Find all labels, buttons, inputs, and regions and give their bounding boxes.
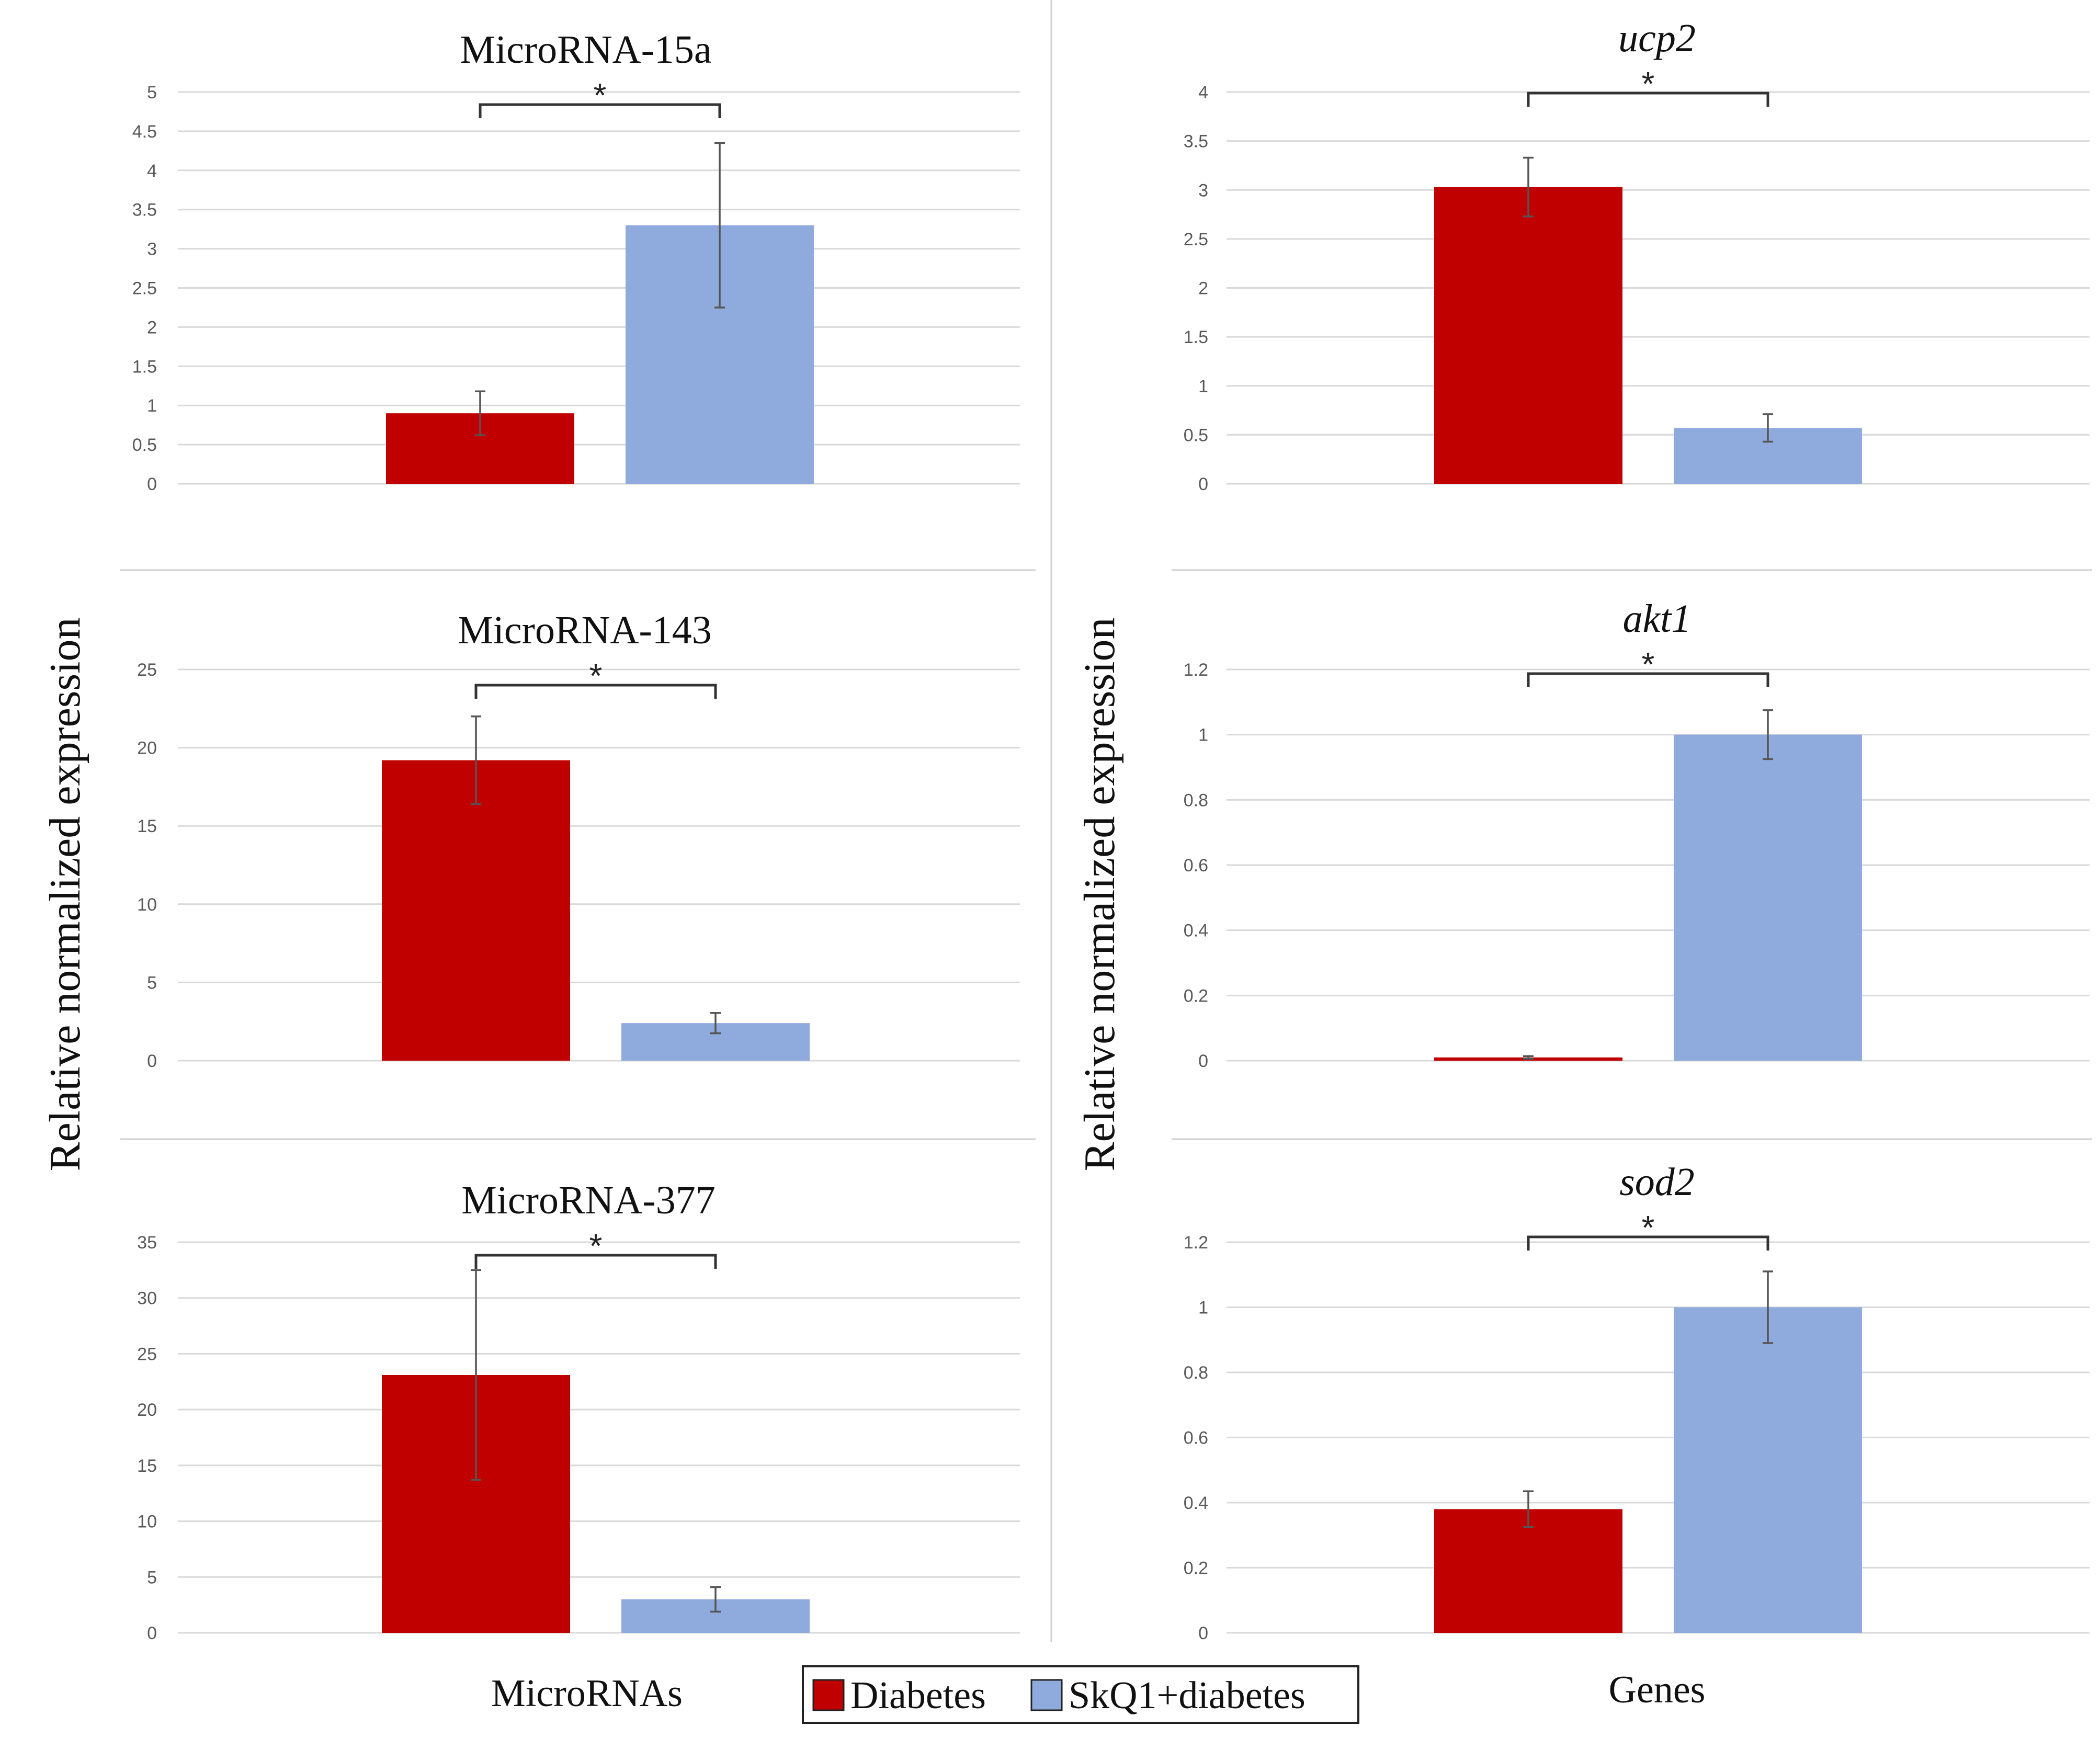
significance-bracket: [1527, 1235, 1769, 1251]
y-tick-label: 30: [137, 1289, 157, 1309]
x-group-label-microrna: MicroRNAs: [491, 1672, 683, 1715]
y-tick-label: 2: [147, 317, 157, 337]
y-tick-label: 1: [1198, 1298, 1208, 1318]
y-tick-label: 0.8: [1184, 790, 1208, 810]
chart-panel-4: 0 0.2 0.4 0.6 0.8 1 1.2 akt1 *: [1184, 597, 2090, 1071]
y-tick-label: 15: [137, 816, 157, 836]
chart-panel-6: 0 0.2 0.4 0.6 0.8 1 1.2 sod2 *: [1184, 1160, 2090, 1643]
y-tick-label: 1.2: [1184, 660, 1208, 680]
y-tick-label: 5: [147, 973, 157, 993]
significance-bracket: [474, 684, 717, 699]
significance-bracket: [1527, 92, 1769, 107]
y-tick-label: 0: [147, 1051, 157, 1071]
y-tick-label: 20: [137, 738, 157, 758]
y-tick-label: 0: [1198, 1051, 1208, 1071]
chart-panel-3: 0 5 10 15 20 25 MicroRNA-143 *: [137, 608, 1020, 1071]
y-tick-label: 0.6: [1184, 856, 1208, 876]
legend-swatch-diabetes: [812, 1679, 845, 1711]
chart-title: ucp2: [1618, 16, 1696, 60]
y-tick-label: 3.5: [1184, 132, 1208, 152]
y-tick-label: 4: [1198, 83, 1208, 103]
y-tick-label: 1: [1198, 377, 1208, 396]
significance-star: *: [1642, 65, 1655, 103]
significance-star: *: [589, 1227, 603, 1265]
y-tick-label: 0: [147, 474, 157, 494]
significance-star: *: [589, 657, 603, 695]
significance-bracket: [474, 1254, 717, 1269]
bar-diabetes: [382, 760, 570, 1061]
y-tick-label: 0.4: [1184, 921, 1208, 941]
y-tick-label: 0: [1198, 1623, 1208, 1643]
legend-frame: [802, 1665, 1359, 1724]
y-tick-label: 1: [1198, 725, 1208, 745]
bar-skq1-diabetes: [1674, 734, 1862, 1061]
chart-title: sod2: [1619, 1160, 1695, 1204]
chart-panel-1: 0 0.5 1 1.5 2 2.5 3 3.5 4 4.5 5 MicroRNA-15a *: [132, 28, 1020, 494]
y-tick-label: 10: [137, 895, 157, 915]
bar-skq1-diabetes: [1674, 1307, 1862, 1633]
bar-diabetes: [1434, 187, 1622, 484]
y-tick-label: 5: [147, 83, 157, 103]
chart-title: MicroRNA-15a: [460, 28, 711, 72]
significance-bracket: [1527, 672, 1769, 687]
chart-panels: 0 0.5 1 1.5 2 2.5 3 3.5 4 4.5 5 MicroRNA-15a * 0 0.5 1 1…: [132, 16, 2090, 1643]
legend-label-diabetes: Diabetes: [850, 1674, 986, 1717]
y-tick-label: 10: [137, 1512, 157, 1532]
y-tick-label: 0.5: [1184, 425, 1208, 445]
significance-bracket: [479, 103, 721, 118]
y-tick-label: 15: [137, 1456, 157, 1476]
y-axis-label-right: Relative normalized expression: [1075, 618, 1124, 1172]
y-tick-label: 0.2: [1184, 1559, 1208, 1578]
y-tick-label: 25: [137, 1344, 157, 1364]
y-tick-label: 0.8: [1184, 1363, 1208, 1383]
chart-title: MicroRNA-143: [458, 608, 712, 652]
y-tick-label: 3: [147, 240, 157, 259]
chart-title: akt1: [1623, 597, 1692, 641]
y-tick-label: 0: [1198, 474, 1208, 494]
x-group-label-genes: Genes: [1609, 1668, 1706, 1711]
legend-label-skq1-diabetes: SkQ1+diabetes: [1069, 1674, 1306, 1717]
legend: Diabetes SkQ1+diabetes: [802, 1665, 1359, 1724]
y-tick-label: 4.5: [132, 122, 157, 142]
y-tick-label: 3: [1198, 180, 1208, 200]
y-tick-label: 5: [147, 1567, 157, 1587]
y-tick-label: 1.2: [1184, 1233, 1208, 1253]
y-tick-label: 1.5: [132, 357, 157, 377]
y-tick-label: 25: [137, 660, 157, 680]
y-axis-label-left: Relative normalized expression: [41, 618, 89, 1172]
chart-panel-2: 0 0.5 1 1.5 2 2.5 3 3.5 4 ucp2 *: [1184, 16, 2090, 494]
bar-diabetes: [1434, 1509, 1622, 1633]
significance-star: *: [1642, 645, 1655, 683]
y-tick-label: 3.5: [132, 200, 157, 220]
y-tick-label: 20: [137, 1400, 157, 1420]
y-tick-label: 0.5: [132, 435, 157, 455]
y-tick-label: 0: [147, 1623, 157, 1643]
y-tick-label: 2: [1198, 279, 1208, 299]
y-tick-label: 1: [147, 396, 157, 416]
significance-star: *: [1642, 1209, 1655, 1246]
y-tick-label: 4: [147, 161, 157, 181]
y-tick-label: 2.5: [1184, 230, 1208, 249]
significance-star: *: [594, 76, 607, 114]
y-tick-label: 0.6: [1184, 1428, 1208, 1448]
chart-panel-5: 0 5 10 15 20 25 30 35 MicroRNA-377 *: [137, 1178, 1020, 1643]
legend-swatch-skq1-diabetes: [1030, 1679, 1063, 1711]
y-tick-label: 35: [137, 1233, 157, 1253]
chart-title: MicroRNA-377: [461, 1178, 716, 1222]
y-tick-label: 0.2: [1184, 986, 1208, 1006]
y-tick-label: 1.5: [1184, 327, 1208, 347]
y-tick-label: 0.4: [1184, 1493, 1208, 1513]
y-tick-label: 2.5: [132, 279, 157, 299]
